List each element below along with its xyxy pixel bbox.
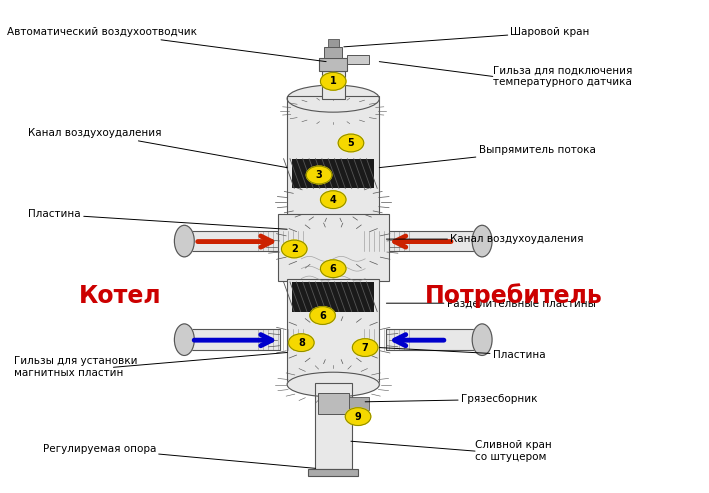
Circle shape xyxy=(320,191,346,209)
FancyBboxPatch shape xyxy=(386,329,482,350)
Text: 1: 1 xyxy=(330,76,337,86)
Ellipse shape xyxy=(472,324,492,355)
FancyBboxPatch shape xyxy=(347,55,369,64)
Ellipse shape xyxy=(472,225,492,257)
Circle shape xyxy=(338,134,364,152)
Text: Пластина: Пластина xyxy=(28,210,287,229)
Text: Канал воздухоудаления: Канал воздухоудаления xyxy=(28,128,287,168)
Circle shape xyxy=(310,307,335,324)
FancyBboxPatch shape xyxy=(318,393,349,414)
FancyBboxPatch shape xyxy=(308,469,358,476)
Text: Канал воздухоудаления: Канал воздухоудаления xyxy=(386,234,584,244)
FancyBboxPatch shape xyxy=(287,279,379,385)
Text: Котел: Котел xyxy=(79,284,162,308)
Ellipse shape xyxy=(287,85,379,112)
Text: Пластина: Пластина xyxy=(379,348,545,360)
Text: 2: 2 xyxy=(291,244,298,254)
Text: Шаровой кран: Шаровой кран xyxy=(344,27,590,47)
Circle shape xyxy=(320,72,346,90)
Ellipse shape xyxy=(287,372,379,397)
Text: Регулируемая опора: Регулируемая опора xyxy=(43,444,316,468)
Text: Автоматический воздухоотводчик: Автоматический воздухоотводчик xyxy=(7,27,326,62)
FancyBboxPatch shape xyxy=(386,231,482,251)
Circle shape xyxy=(289,334,314,352)
FancyBboxPatch shape xyxy=(322,71,345,99)
FancyBboxPatch shape xyxy=(328,39,339,47)
FancyBboxPatch shape xyxy=(349,397,369,410)
Text: 8: 8 xyxy=(298,338,305,348)
Circle shape xyxy=(306,166,332,184)
Text: 6: 6 xyxy=(319,311,326,320)
Circle shape xyxy=(320,260,346,278)
FancyBboxPatch shape xyxy=(184,231,280,251)
FancyBboxPatch shape xyxy=(287,96,379,219)
Text: 6: 6 xyxy=(330,264,337,274)
Circle shape xyxy=(352,339,378,356)
Text: Потребитель: Потребитель xyxy=(425,283,603,308)
FancyBboxPatch shape xyxy=(319,58,347,71)
Circle shape xyxy=(281,240,307,258)
FancyBboxPatch shape xyxy=(315,383,352,469)
Text: 3: 3 xyxy=(316,170,323,180)
Ellipse shape xyxy=(174,324,194,355)
FancyBboxPatch shape xyxy=(292,159,374,188)
Circle shape xyxy=(345,408,371,425)
Ellipse shape xyxy=(174,225,194,257)
Text: Гильза для подключения
температурного датчика: Гильза для подключения температурного да… xyxy=(493,66,632,87)
Text: Сливной кран
со штуцером: Сливной кран со штуцером xyxy=(475,440,552,462)
Text: 7: 7 xyxy=(362,343,369,352)
FancyBboxPatch shape xyxy=(278,214,389,281)
Text: Грязесборник: Грязесборник xyxy=(365,394,537,404)
Text: 5: 5 xyxy=(347,138,354,148)
FancyBboxPatch shape xyxy=(324,47,342,58)
Text: 9: 9 xyxy=(354,412,362,422)
Text: 4: 4 xyxy=(330,195,337,205)
Text: Разделительные пластины: Разделительные пластины xyxy=(386,298,596,308)
FancyBboxPatch shape xyxy=(292,282,374,312)
Text: Гильзы для установки
магнитных пластин: Гильзы для установки магнитных пластин xyxy=(14,356,138,378)
Text: Выпрямитель потока: Выпрямитель потока xyxy=(379,145,596,168)
FancyBboxPatch shape xyxy=(184,329,280,350)
